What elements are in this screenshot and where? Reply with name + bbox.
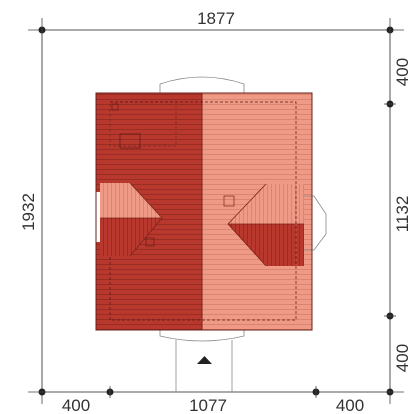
entrance-path <box>159 330 245 392</box>
right-dimension: 400 1132 400 <box>384 18 412 404</box>
entrance-arrow-icon <box>197 356 212 364</box>
vent <box>145 237 155 247</box>
left-wall-recess <box>93 192 102 242</box>
roof-outline <box>95 92 313 331</box>
top-terrace-outline <box>159 76 245 93</box>
right-top-label: 400 <box>393 58 412 86</box>
vent <box>111 103 119 111</box>
roof-window <box>223 195 235 207</box>
chimney <box>119 133 141 149</box>
wall-outline <box>109 101 297 321</box>
right-bottom-label: 400 <box>393 344 412 372</box>
left-dormer <box>100 182 163 257</box>
bottom-right-label: 400 <box>336 396 364 414</box>
total-depth-label: 1932 <box>19 193 38 231</box>
left-dimension: 1932 <box>19 18 46 404</box>
top-dimension: 1877 <box>28 9 404 34</box>
total-width-label: 1877 <box>197 9 235 28</box>
bottom-middle-label: 1077 <box>189 396 227 414</box>
right-middle-label: 1132 <box>393 196 412 233</box>
bottom-left-label: 400 <box>62 396 90 414</box>
bottom-dimension: 400 1077 400 <box>28 386 404 414</box>
